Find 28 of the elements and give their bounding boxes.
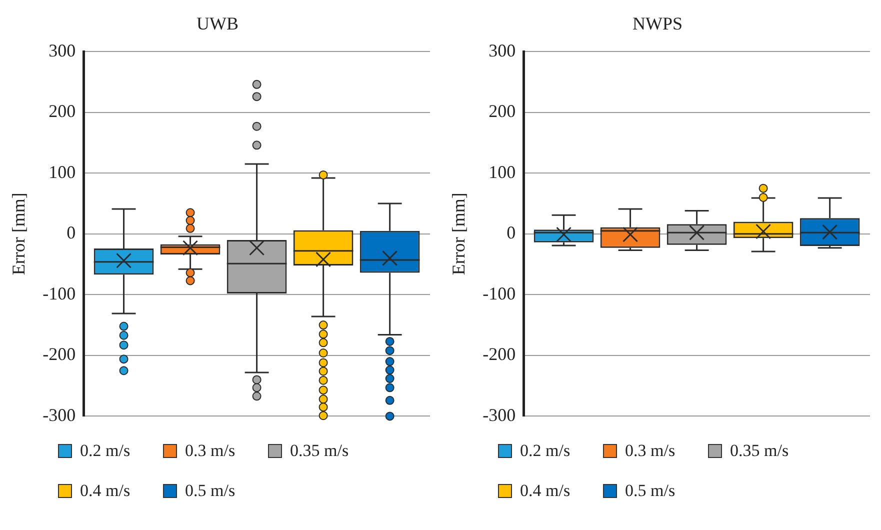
legend-label: 0.3 m/s xyxy=(185,441,236,461)
y-tick-label: 0 xyxy=(66,222,76,243)
y-tick-label: 100 xyxy=(488,162,516,182)
legend-label: 0.4 m/s xyxy=(520,481,570,501)
chart-title: UWB xyxy=(196,14,238,34)
y-tick-label: -300 xyxy=(42,404,76,425)
y-tick-label: -100 xyxy=(42,283,76,304)
legend-label: 0.5 m/s xyxy=(185,481,236,501)
legend-label: 0.35 m/s xyxy=(290,441,349,461)
y-tick-label: -200 xyxy=(482,344,516,364)
legend-label: 0.4 m/s xyxy=(80,481,130,501)
y-axis-title: Error [mm] xyxy=(448,192,469,276)
y-tick-label: 300 xyxy=(48,40,76,60)
legend-label: 0.2 m/s xyxy=(520,441,570,461)
y-tick-label: -300 xyxy=(482,404,516,425)
legend-label: 0.3 m/s xyxy=(625,441,676,461)
y-tick-label: 200 xyxy=(488,101,516,122)
legend-label: 0.5 m/s xyxy=(625,481,676,501)
y-tick-label: 200 xyxy=(48,101,76,122)
y-tick-label: 0 xyxy=(506,222,516,243)
y-tick-label: 300 xyxy=(488,40,516,60)
chart-title: NWPS xyxy=(632,14,683,34)
legend-label: 0.35 m/s xyxy=(730,441,789,461)
legend-label: 0.2 m/s xyxy=(80,441,130,461)
y-tick-label: -100 xyxy=(482,283,516,304)
y-axis-title: Error [mm] xyxy=(8,192,29,276)
y-tick-label: 100 xyxy=(48,162,76,182)
y-tick-label: -200 xyxy=(42,344,76,364)
